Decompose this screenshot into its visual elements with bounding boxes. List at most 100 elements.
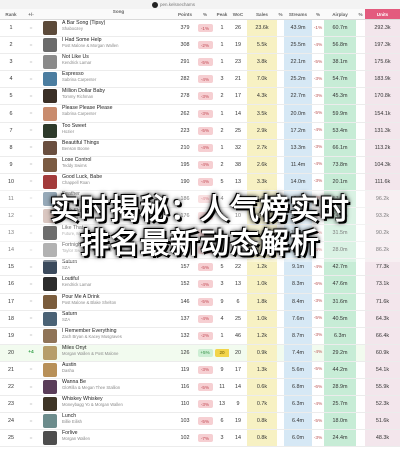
song-cell[interactable]: Too Sweet Hozier: [60, 123, 175, 139]
album-art-image[interactable]: [43, 157, 57, 172]
table-row[interactable]: 3 = Not Like Us Kendrick Lamar 291 -5% 1…: [0, 54, 400, 72]
table-row[interactable]: 18 = Saturn SZA 137 -4% 4 25 1.0k 7.6m -…: [0, 310, 400, 328]
song-cell[interactable]: Fortnight Taylor Swift & Post Malone: [60, 242, 175, 258]
song-cell[interactable]: Saturn SZA: [60, 311, 175, 327]
song-cell[interactable]: Loutiful Kendrick Lamar: [60, 276, 175, 292]
song-cell[interactable]: Good Luck, Babe Chappell Roan: [60, 174, 175, 190]
song-title[interactable]: Loutiful: [62, 276, 79, 283]
album-art-image[interactable]: [43, 226, 57, 241]
table-row[interactable]: 6 = Please Please Please Sabrina Carpent…: [0, 105, 400, 123]
album-art-image[interactable]: [43, 431, 57, 446]
song-title[interactable]: Please Please Please: [62, 105, 113, 112]
album-art-image[interactable]: [43, 362, 57, 377]
song-title[interactable]: Pink Skies: [62, 208, 87, 215]
col-units[interactable]: Units: [365, 9, 400, 19]
table-row[interactable]: 2 = I Had Some Help Post Malone & Morgan…: [0, 37, 400, 55]
song-cell[interactable]: Pour Me A Drink Post Malone & Blake Shel…: [60, 294, 175, 310]
song-cell[interactable]: Whiskey Whiskey Moneybagg Yo & Morgan Wa…: [60, 396, 175, 412]
song-title[interactable]: Miles Onyt: [62, 344, 87, 351]
song-cell[interactable]: Like That Future, Metro Boomin & Kendric…: [60, 225, 175, 241]
table-row[interactable]: 21 = Austin Dasha 119 -3% 9 17 1.3k 5.6m…: [0, 361, 400, 379]
table-row[interactable]: 24 = Lunch Billie Eilish 103 -5% 6 19 0.…: [0, 413, 400, 431]
album-art-image[interactable]: [43, 123, 57, 138]
song-title[interactable]: A Bar Song (Tipsy): [62, 20, 106, 26]
song-title[interactable]: Whiskey Whiskey: [62, 396, 103, 403]
album-art-image[interactable]: [43, 106, 57, 121]
album-art-image[interactable]: [43, 191, 57, 206]
album-art-image[interactable]: [43, 311, 57, 326]
table-row[interactable]: 13 = Like That Future, Metro Boomin & Ke…: [0, 225, 400, 243]
table-row[interactable]: 8 = Beautiful Things Benson Boone 210 -4…: [0, 139, 400, 157]
song-cell[interactable]: A Bar Song (Tipsy) Shaboozey: [60, 20, 175, 36]
song-cell[interactable]: Saturn SZA: [60, 259, 175, 275]
song-cell[interactable]: Lose Control Teddy Swims: [60, 157, 175, 173]
song-title[interactable]: Fortnight: [62, 242, 83, 249]
table-row[interactable]: 15 = Saturn SZA 157 -5% 5 22 1.2k 9.1m -…: [0, 259, 400, 277]
album-art-image[interactable]: [43, 380, 57, 395]
album-art-image[interactable]: [43, 38, 57, 53]
song-cell[interactable]: Feather Sabrina Carpenter: [60, 191, 175, 207]
col-song[interactable]: Song: [112, 9, 125, 14]
song-title[interactable]: Good Luck, Babe: [62, 173, 103, 180]
song-cell[interactable]: Forlive Morgan Wallen: [60, 430, 175, 446]
album-art-image[interactable]: [43, 174, 57, 189]
song-cell[interactable]: I Had Some Help Post Malone & Morgan Wal…: [60, 37, 175, 53]
col-airplay-delta[interactable]: %: [358, 11, 363, 17]
table-row[interactable]: 9 = Lose Control Teddy Swims 195 -4% 2 3…: [0, 156, 400, 174]
album-art-image[interactable]: [43, 345, 57, 360]
song-cell[interactable]: Please Please Please Sabrina Carpenter: [60, 105, 175, 121]
album-art-image[interactable]: [43, 209, 57, 224]
album-art-image[interactable]: [43, 89, 57, 104]
col-sales[interactable]: Sales: [255, 11, 268, 17]
table-row[interactable]: 16 = Loutiful Kendrick Lamar 152 -4% 3 1…: [0, 276, 400, 294]
album-art-image[interactable]: [43, 55, 57, 70]
album-art-image[interactable]: [43, 414, 57, 429]
album-art-image[interactable]: [43, 328, 57, 343]
table-row[interactable]: 22 = Wanna Be GloRilla & Megan Thee Stal…: [0, 378, 400, 397]
song-title[interactable]: Feather: [62, 190, 80, 197]
song-cell[interactable]: Wanna Be GloRilla & Megan Thee Stallion: [60, 379, 175, 395]
song-title[interactable]: I Remember Everything: [62, 327, 117, 334]
song-title[interactable]: Beautiful Things: [62, 139, 100, 146]
song-cell[interactable]: Miles Onyt Morgan Wallen & Post Malone: [60, 345, 175, 361]
song-cell[interactable]: Austin Dasha: [60, 362, 175, 378]
song-cell[interactable]: Not Like Us Kendrick Lamar: [60, 54, 175, 70]
song-title[interactable]: Not Like Us: [62, 54, 89, 61]
table-row[interactable]: 25 = Forlive Morgan Wallen 102 -7% 3 14 …: [0, 430, 400, 448]
song-cell[interactable]: Espresso Sabrina Carpenter: [60, 71, 175, 87]
song-title[interactable]: Austin: [62, 361, 77, 368]
table-row[interactable]: 10 = Good Luck, Babe Chappell Roan 190 -…: [0, 173, 400, 191]
album-art-image[interactable]: [43, 140, 57, 155]
col-sales-delta[interactable]: %: [278, 11, 283, 17]
table-row[interactable]: 1 = A Bar Song (Tipsy) Shaboozey 379 -1%…: [0, 20, 400, 38]
col-streams[interactable]: Streams: [288, 11, 308, 17]
table-row[interactable]: 19 = I Remember Everything Zach Bryan & …: [0, 327, 400, 345]
album-art-image[interactable]: [43, 260, 57, 275]
table-row[interactable]: 14 = Fortnight Taylor Swift & Post Malon…: [0, 242, 400, 260]
song-cell[interactable]: Million Dollar Baby Tommy Richman: [60, 88, 175, 104]
col-delta[interactable]: +/-: [28, 11, 34, 17]
song-title[interactable]: Pour Me A Drink: [62, 293, 100, 300]
song-title[interactable]: Too Sweet: [62, 122, 87, 129]
album-art-image[interactable]: [43, 243, 57, 258]
col-streams-delta[interactable]: %: [315, 11, 321, 17]
album-art-image[interactable]: [43, 72, 57, 87]
song-title[interactable]: Forlive: [62, 430, 78, 437]
song-cell[interactable]: Lunch Billie Eilish: [60, 413, 175, 429]
song-title[interactable]: Saturn: [62, 259, 78, 266]
album-art-image[interactable]: [43, 21, 57, 36]
col-woc[interactable]: WoC: [232, 11, 244, 17]
song-title[interactable]: Saturn: [62, 310, 78, 317]
table-row[interactable]: 20 +4 Miles Onyt Morgan Wallen & Post Ma…: [0, 344, 400, 362]
user-chip[interactable]: pen.kelsnechams: [152, 1, 195, 8]
table-row[interactable]: 12 = Pink Skies Zach Bryan 176 -4% 6 10 …: [0, 208, 400, 226]
col-airplay[interactable]: Airplay: [332, 11, 348, 17]
song-title[interactable]: Lose Control: [62, 156, 92, 163]
song-title[interactable]: Like That: [62, 225, 84, 232]
song-title[interactable]: Espresso: [62, 71, 84, 78]
album-art-image[interactable]: [43, 294, 57, 309]
col-points[interactable]: Points: [177, 11, 193, 17]
table-row[interactable]: 7 = Too Sweet Hozier 223 -5% 2 25 2.9k 1…: [0, 122, 400, 140]
table-row[interactable]: 11 = Feather Sabrina Carpenter 186 -4% 4…: [0, 190, 400, 209]
col-points-delta[interactable]: %: [202, 11, 208, 17]
